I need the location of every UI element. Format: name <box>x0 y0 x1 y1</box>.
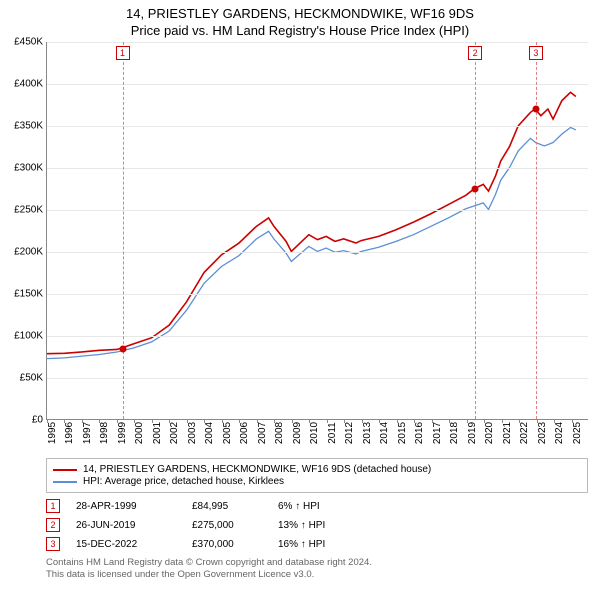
gridline <box>47 42 588 43</box>
x-axis-label: 2017 <box>432 422 443 444</box>
legend-row: 14, PRIESTLEY GARDENS, HECKMONDWIKE, WF1… <box>53 464 581 475</box>
gridline <box>47 336 588 337</box>
gridline <box>47 210 588 211</box>
marker-box: 2 <box>468 46 482 60</box>
x-axis-label: 2011 <box>327 422 338 444</box>
event-table: 1 28-APR-1999 £84,995 6% ↑ HPI 2 26-JUN-2019 £… <box>46 499 588 551</box>
x-axis-label: 2001 <box>152 422 163 444</box>
legend-box: 14, PRIESTLEY GARDENS, HECKMONDWIKE, WF1… <box>46 458 588 493</box>
marker-dot <box>472 186 479 193</box>
x-axis-label: 2021 <box>502 422 513 444</box>
event-pct: 13% ↑ HPI <box>278 520 368 531</box>
y-axis-label: £150K <box>14 289 43 300</box>
x-axis-label: 2008 <box>274 422 285 444</box>
x-axis-label: 2014 <box>379 422 390 444</box>
x-axis-label: 2000 <box>134 422 145 444</box>
gridline <box>47 84 588 85</box>
gridline <box>47 294 588 295</box>
y-axis-label: £350K <box>14 121 43 132</box>
event-row: 1 28-APR-1999 £84,995 6% ↑ HPI <box>46 499 588 513</box>
x-axis-label: 2022 <box>519 422 530 444</box>
marker-box: 1 <box>116 46 130 60</box>
event-date: 26-JUN-2019 <box>76 520 176 531</box>
gridline <box>47 378 588 379</box>
y-axis-label: £300K <box>14 163 43 174</box>
event-marker-box: 1 <box>46 499 60 513</box>
series-line-property <box>47 92 576 353</box>
event-marker-box: 3 <box>46 537 60 551</box>
footer-line-2: This data is licensed under the Open Gov… <box>46 569 588 581</box>
x-axis-label: 2004 <box>204 422 215 444</box>
y-axis-label: £450K <box>14 37 43 48</box>
x-axis-label: 2003 <box>187 422 198 444</box>
chart-plot-area: £0£50K£100K£150K£200K£250K£300K£350K£400… <box>46 42 588 420</box>
x-axis-label: 2010 <box>309 422 320 444</box>
event-price: £84,995 <box>192 501 262 512</box>
event-price: £275,000 <box>192 520 262 531</box>
x-axis-label: 2007 <box>257 422 268 444</box>
x-axis-label: 2016 <box>414 422 425 444</box>
x-axis-label: 2009 <box>292 422 303 444</box>
legend-label: HPI: Average price, detached house, Kirk… <box>83 476 284 487</box>
x-axis-label: 2020 <box>484 422 495 444</box>
x-axis-label: 2025 <box>572 422 583 444</box>
event-pct: 6% ↑ HPI <box>278 501 368 512</box>
marker-line <box>123 42 124 419</box>
gridline <box>47 252 588 253</box>
x-axis-label: 1998 <box>99 422 110 444</box>
chart-lines-svg <box>47 42 588 419</box>
x-axis-label: 2019 <box>467 422 478 444</box>
legend-swatch <box>53 469 77 471</box>
chart-container: 14, PRIESTLEY GARDENS, HECKMONDWIKE, WF1… <box>0 0 600 590</box>
event-marker-box: 2 <box>46 518 60 532</box>
x-axis-label: 2018 <box>449 422 460 444</box>
series-line-hpi <box>47 127 576 358</box>
legend-label: 14, PRIESTLEY GARDENS, HECKMONDWIKE, WF1… <box>83 464 431 475</box>
x-axis-label: 2024 <box>554 422 565 444</box>
gridline <box>47 168 588 169</box>
event-row: 3 15-DEC-2022 £370,000 16% ↑ HPI <box>46 537 588 551</box>
x-axis-label: 2013 <box>362 422 373 444</box>
event-date: 28-APR-1999 <box>76 501 176 512</box>
x-axis-label: 1996 <box>64 422 75 444</box>
x-axis-label: 2015 <box>397 422 408 444</box>
marker-dot <box>532 106 539 113</box>
event-price: £370,000 <box>192 539 262 550</box>
x-axis-label: 2006 <box>239 422 250 444</box>
x-axis-label: 2002 <box>169 422 180 444</box>
x-axis-label: 2012 <box>344 422 355 444</box>
chart-subtitle: Price paid vs. HM Land Registry's House … <box>0 21 600 42</box>
y-axis-label: £250K <box>14 205 43 216</box>
marker-line <box>536 42 537 419</box>
y-axis-label: £200K <box>14 247 43 258</box>
x-axis-label: 1995 <box>47 422 58 444</box>
legend-swatch <box>53 481 77 483</box>
x-axis-label: 2023 <box>537 422 548 444</box>
x-axis-label: 1997 <box>82 422 93 444</box>
y-axis-label: £400K <box>14 79 43 90</box>
marker-dot <box>119 345 126 352</box>
legend-row: HPI: Average price, detached house, Kirk… <box>53 476 581 487</box>
footer-attribution: Contains HM Land Registry data © Crown c… <box>46 557 588 582</box>
event-pct: 16% ↑ HPI <box>278 539 368 550</box>
gridline <box>47 126 588 127</box>
marker-line <box>475 42 476 419</box>
marker-box: 3 <box>529 46 543 60</box>
footer-line-1: Contains HM Land Registry data © Crown c… <box>46 557 588 569</box>
x-axis-label: 1999 <box>117 422 128 444</box>
y-axis-label: £50K <box>20 373 43 384</box>
x-axis-label: 2005 <box>222 422 233 444</box>
event-date: 15-DEC-2022 <box>76 539 176 550</box>
event-row: 2 26-JUN-2019 £275,000 13% ↑ HPI <box>46 518 588 532</box>
chart-title: 14, PRIESTLEY GARDENS, HECKMONDWIKE, WF1… <box>0 0 600 21</box>
y-axis-label: £100K <box>14 331 43 342</box>
y-axis-label: £0 <box>32 415 43 426</box>
